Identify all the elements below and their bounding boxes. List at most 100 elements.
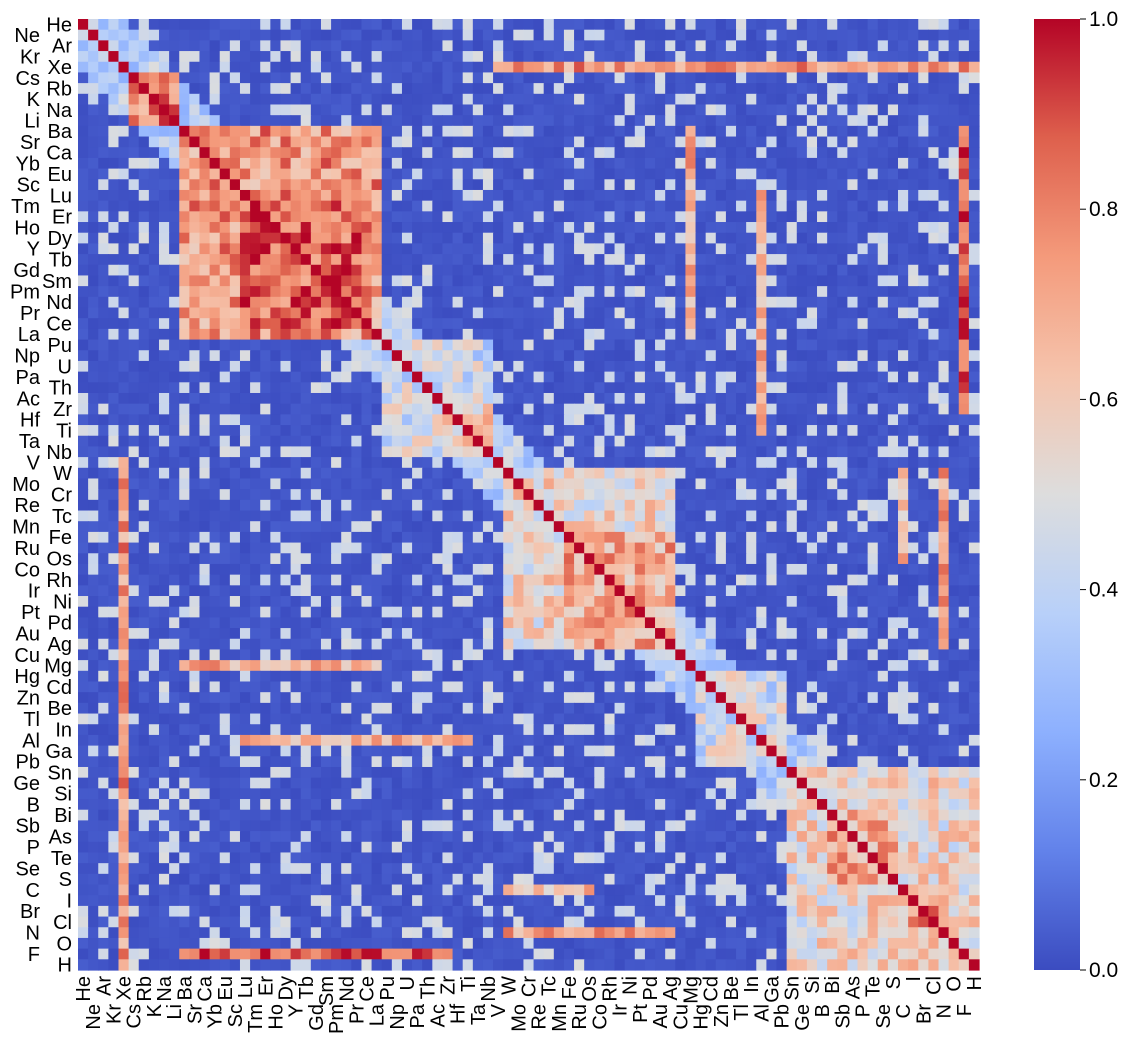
- heatmap-cell: [442, 264, 454, 277]
- heatmap-cell: [584, 457, 595, 469]
- heatmap-cell: [604, 574, 616, 586]
- heatmap-cell: [371, 83, 383, 95]
- heatmap-cell: [594, 200, 606, 212]
- heatmap-cell: [928, 264, 940, 277]
- heatmap-cell: [108, 606, 120, 618]
- heatmap-cell: [563, 125, 575, 138]
- heatmap-cell: [665, 51, 676, 63]
- heatmap-cell: [725, 510, 737, 522]
- heatmap-cell: [412, 179, 423, 191]
- heatmap-cell: [867, 489, 879, 501]
- heatmap-cell: [442, 478, 454, 490]
- heatmap-cell: [300, 542, 312, 554]
- heatmap-cell: [351, 457, 363, 469]
- heatmap-cell: [280, 489, 292, 501]
- heatmap-cell: [644, 211, 656, 223]
- heatmap-cell: [796, 232, 808, 244]
- heatmap-cell: [462, 200, 474, 212]
- heatmap-cell: [634, 307, 646, 319]
- heatmap-cell: [381, 115, 393, 127]
- heatmap-cell: [300, 115, 312, 127]
- heatmap-cell: [351, 222, 363, 234]
- heatmap-cell: [493, 328, 504, 341]
- heatmap-cell: [958, 414, 970, 426]
- heatmap-cell: [898, 553, 909, 565]
- heatmap-cell: [594, 596, 606, 608]
- heatmap-cell: [786, 286, 798, 298]
- heatmap-cell: [361, 232, 373, 244]
- heatmap-cell: [867, 61, 879, 74]
- heatmap-cell: [482, 136, 494, 148]
- heatmap-cell: [523, 510, 535, 522]
- heatmap-cell: [98, 179, 109, 191]
- heatmap-cell: [118, 542, 130, 554]
- heatmap-cell: [533, 499, 545, 512]
- heatmap-cell: [179, 585, 190, 597]
- heatmap-cell: [482, 83, 494, 95]
- heatmap-cell: [817, 222, 828, 234]
- heatmap-cell: [189, 414, 201, 426]
- heatmap-cell: [422, 350, 433, 362]
- heatmap-cell: [806, 61, 818, 74]
- heatmap-cell: [958, 211, 970, 223]
- heatmap-cell: [179, 499, 190, 512]
- heatmap-cell: [756, 232, 767, 244]
- heatmap-cell: [422, 457, 433, 469]
- heatmap-cell: [827, 286, 838, 298]
- heatmap-cell: [280, 563, 292, 576]
- heatmap-cell: [523, 446, 535, 458]
- heatmap-cell: [158, 318, 170, 330]
- heatmap-cell: [533, 392, 545, 405]
- heatmap-cell: [958, 328, 970, 341]
- heatmap-cell: [766, 51, 778, 63]
- heatmap-cell: [695, 19, 707, 31]
- heatmap-cell: [796, 200, 808, 212]
- heatmap-cell: [857, 542, 869, 554]
- heatmap-cell: [381, 350, 393, 362]
- heatmap-cell: [88, 211, 99, 223]
- heatmap-cell: [827, 574, 838, 586]
- heatmap-cell: [381, 414, 393, 426]
- heatmap-cell: [847, 606, 859, 618]
- heatmap-cell: [381, 360, 393, 373]
- heatmap-cell: [179, 40, 190, 52]
- heatmap-cell: [401, 189, 413, 202]
- heatmap-cell: [412, 307, 423, 319]
- heatmap-cell: [877, 350, 889, 362]
- heatmap-cell: [280, 350, 292, 362]
- heatmap-cell: [523, 371, 535, 383]
- heatmap-cell: [553, 489, 565, 501]
- heatmap-cell: [705, 40, 717, 52]
- heatmap-cell: [675, 499, 687, 512]
- heatmap-cell: [239, 179, 251, 191]
- heatmap-cell: [98, 521, 109, 533]
- heatmap-cell: [695, 264, 707, 277]
- heatmap-cell: [685, 104, 697, 116]
- heatmap-cell: [766, 296, 778, 309]
- heatmap-cell: [320, 307, 332, 319]
- heatmap-cell: [675, 339, 687, 351]
- heatmap-cell: [290, 157, 302, 170]
- heatmap-cell: [675, 168, 687, 180]
- heatmap-cell: [766, 499, 778, 512]
- heatmap-cell: [817, 318, 828, 330]
- heatmap-cell: [442, 553, 454, 565]
- heatmap-cell: [918, 72, 929, 84]
- heatmap-cell: [705, 574, 717, 586]
- heatmap-cell: [563, 40, 575, 52]
- heatmap-cell: [968, 179, 980, 191]
- heatmap-cell: [756, 478, 767, 490]
- heatmap-cell: [523, 200, 535, 212]
- heatmap-cell: [290, 40, 302, 52]
- heatmap-cell: [391, 168, 403, 180]
- heatmap-cell: [614, 189, 626, 202]
- heatmap-cell: [644, 104, 656, 116]
- heatmap-cell: [452, 72, 464, 84]
- heatmap-cell: [938, 360, 950, 373]
- heatmap-cell: [705, 542, 717, 554]
- heatmap-cell: [148, 83, 160, 95]
- heatmap-cell: [412, 467, 423, 480]
- heatmap-cell: [715, 296, 727, 309]
- heatmap-cell: [675, 414, 687, 426]
- heatmap-cell: [331, 392, 342, 405]
